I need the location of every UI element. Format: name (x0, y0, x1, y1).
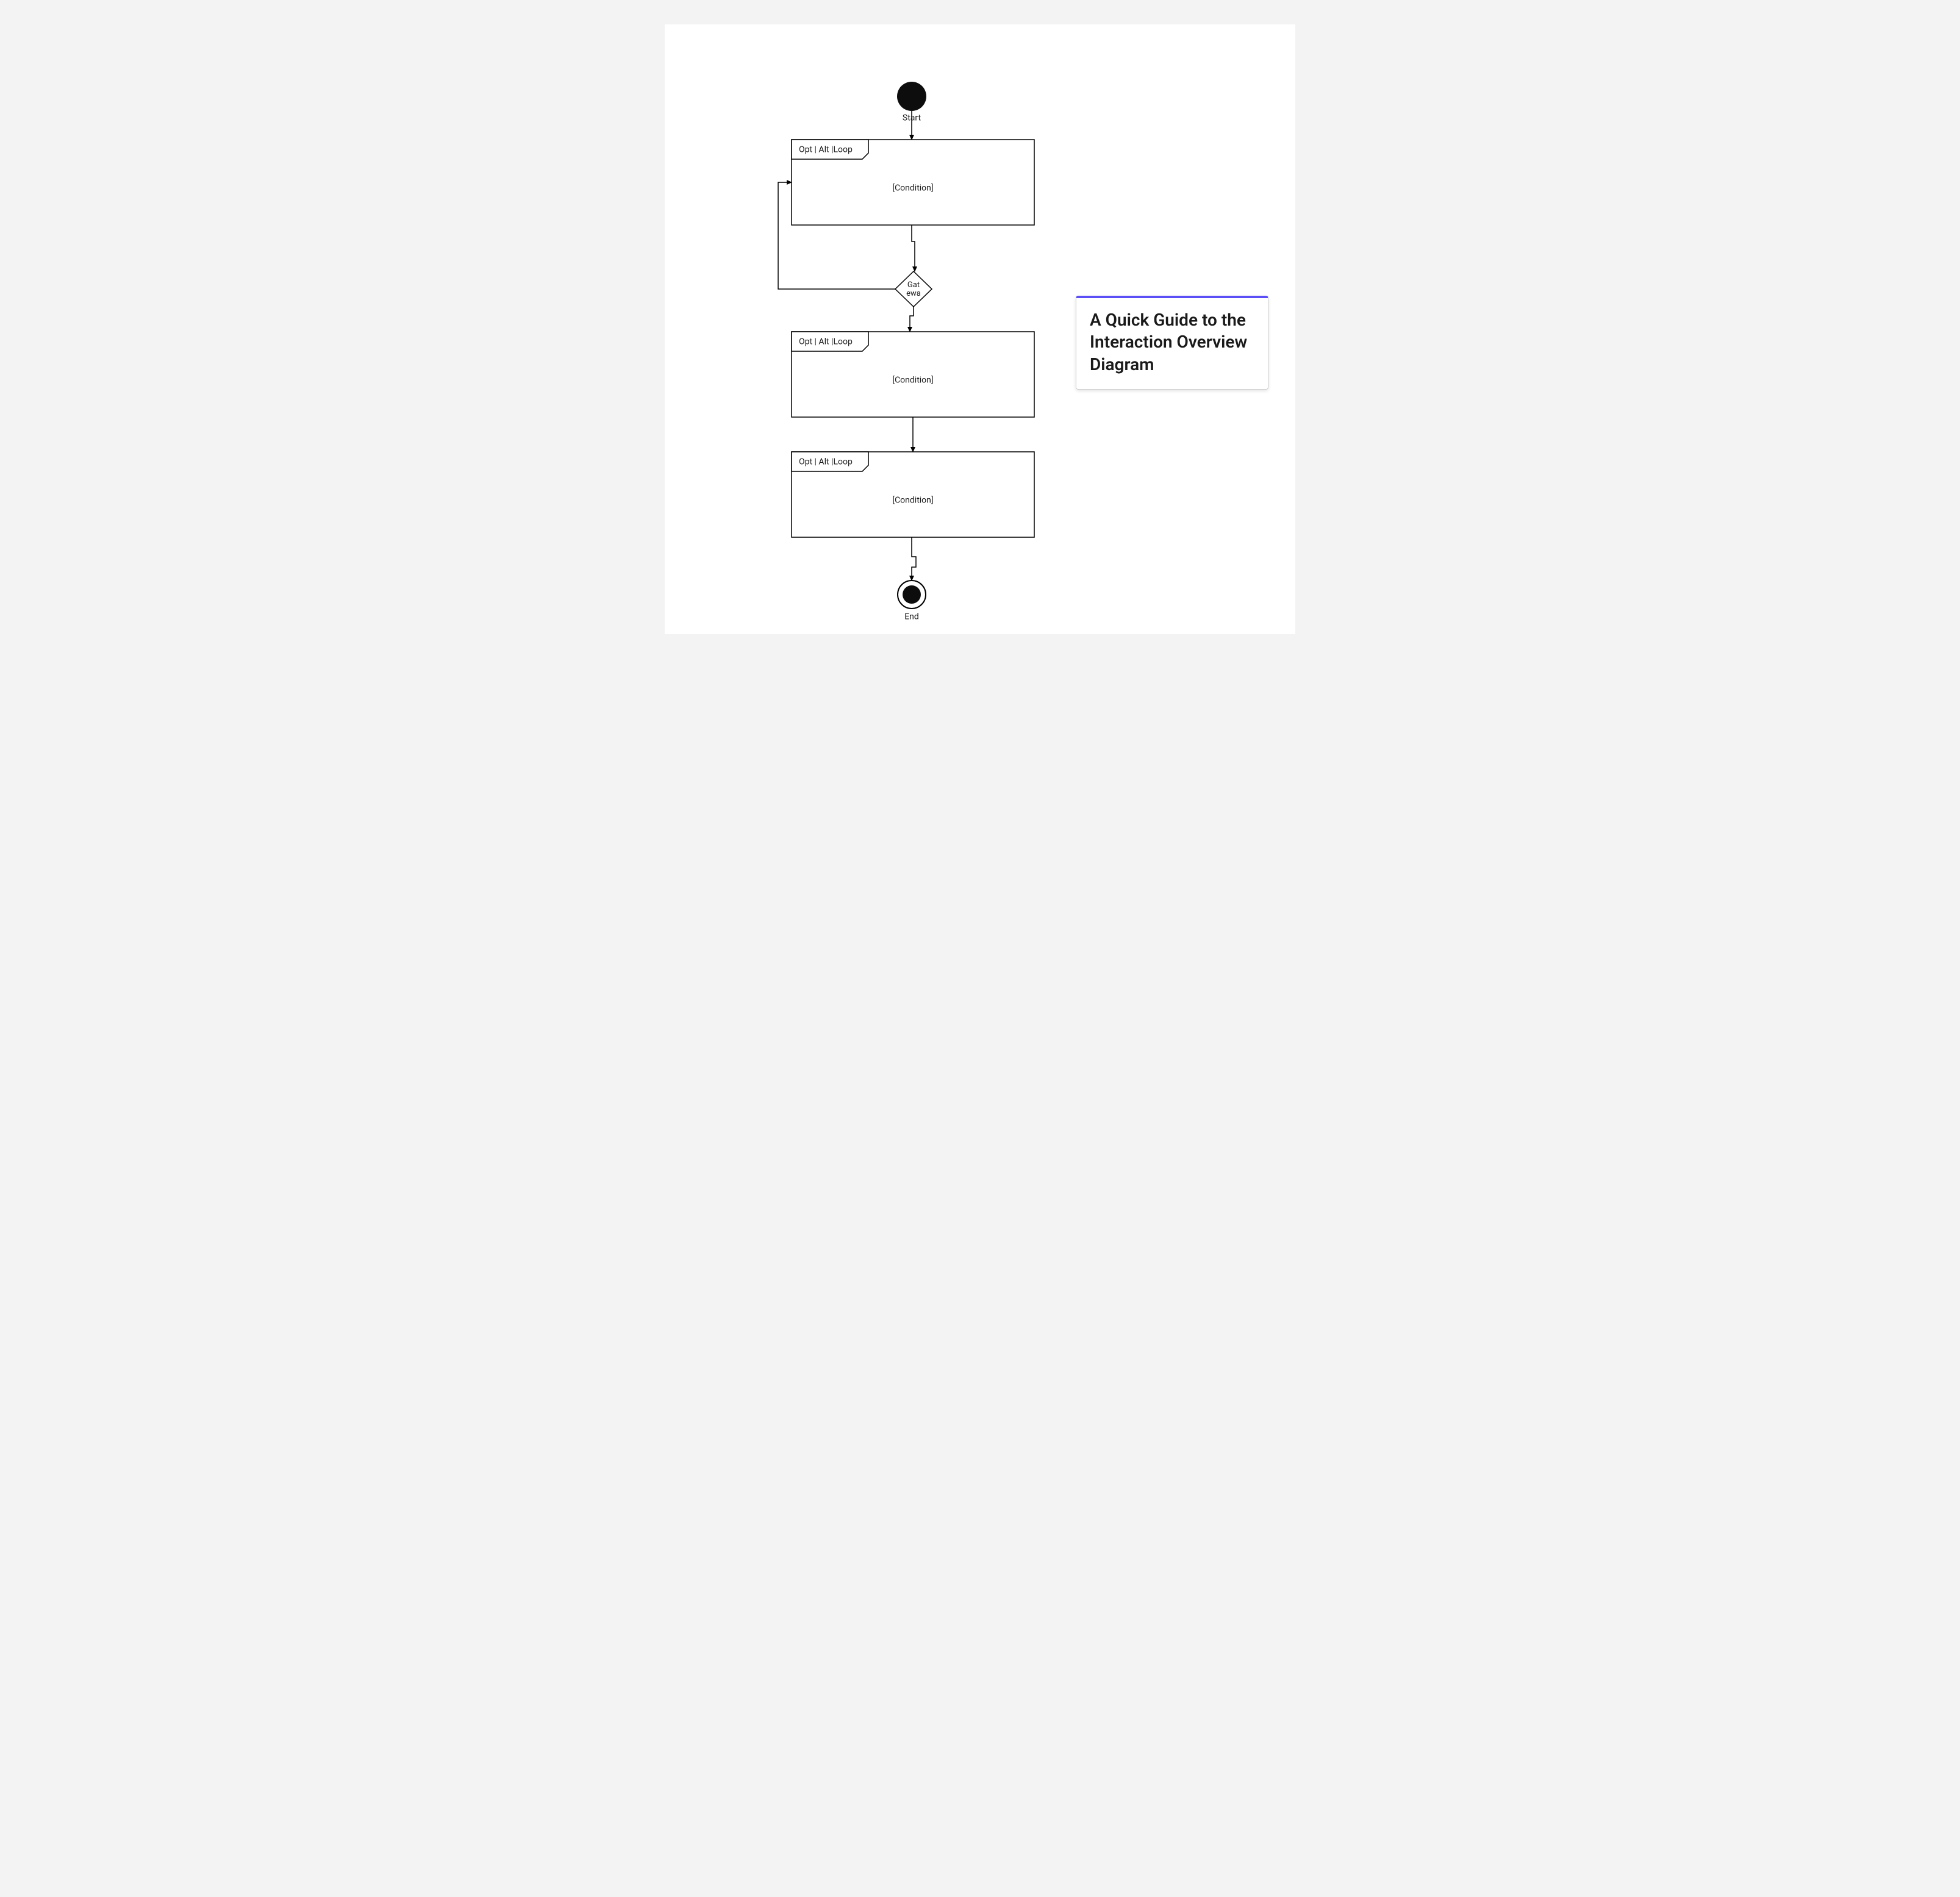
svg-text:Gatewa: Gatewa (906, 280, 921, 298)
svg-text:Opt | Alt |Loop: Opt | Alt |Loop (799, 145, 853, 155)
svg-text:[Condition]: [Condition] (892, 496, 933, 506)
svg-text:[Condition]: [Condition] (892, 376, 933, 385)
svg-text:Opt | Alt |Loop: Opt | Alt |Loop (799, 457, 853, 467)
diagram-canvas: Start Opt | Alt |Loop [Condition] Opt | Alt… (665, 24, 1295, 634)
edge (912, 225, 915, 271)
svg-text:Opt | Alt |Loop: Opt | Alt |Loop (799, 337, 853, 347)
start-node (897, 82, 926, 111)
guide-card: A Quick Guide to the Interaction Overvie… (1076, 296, 1268, 390)
edge (910, 307, 914, 332)
end-node (903, 585, 921, 604)
svg-text:Start: Start (903, 113, 921, 123)
guide-card-title: A Quick Guide to the Interaction Overvie… (1090, 309, 1254, 376)
edge (912, 537, 916, 581)
svg-text:[Condition]: [Condition] (892, 184, 933, 193)
svg-text:End: End (904, 612, 919, 622)
